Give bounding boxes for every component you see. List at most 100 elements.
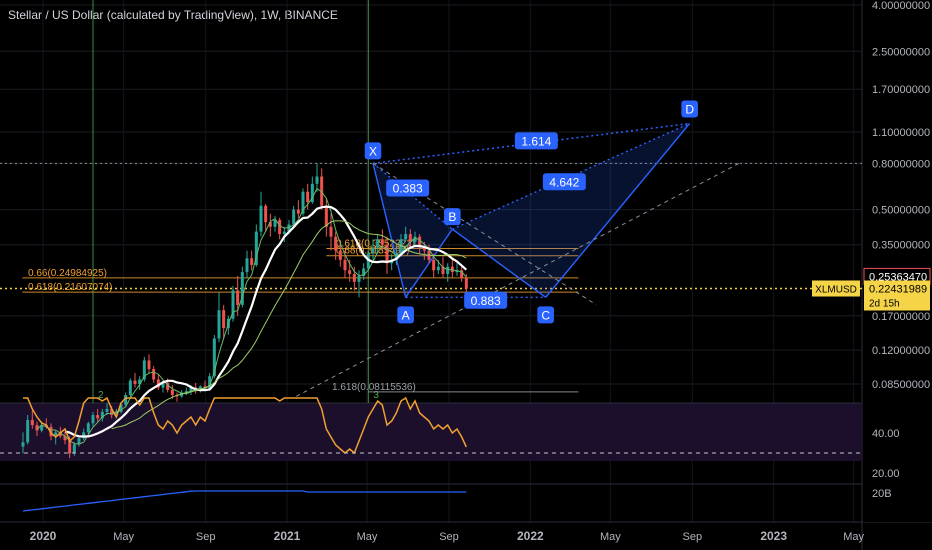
candle-body [156, 379, 160, 388]
candle-body [240, 272, 244, 305]
candle-body [30, 419, 34, 426]
rsi-pane [0, 396, 862, 455]
candle-body [63, 436, 67, 441]
candle-body [264, 205, 268, 223]
candle-body [128, 380, 132, 396]
volume-line [22, 490, 467, 512]
bcd-fill [452, 123, 690, 298]
rsi-tick-label: 40.00 [872, 428, 900, 440]
candle-body [77, 438, 81, 445]
candle-body [418, 236, 422, 248]
time-tick-label: May [113, 531, 134, 543]
time-tick-label: 2021 [274, 529, 301, 543]
candle-body [268, 222, 272, 227]
candle-body [399, 239, 403, 254]
candle-body [119, 404, 123, 412]
price-tag-label: 0.25363470 [869, 271, 927, 283]
candle-body [254, 231, 258, 265]
volume-pane [22, 490, 467, 512]
ratio-label-bg [464, 291, 508, 309]
candle-body [152, 368, 156, 380]
fib-label: 0.618(0.3552221) [336, 238, 415, 249]
candle-body [72, 444, 76, 454]
candle-body [460, 270, 464, 278]
candle-body [124, 395, 128, 405]
candle-body [35, 425, 39, 431]
projection-line [296, 162, 740, 397]
time-axis[interactable]: 2020 May Sep 2021 May Sep 2022 May Sep 2023 May [30, 529, 865, 543]
point-label: C [541, 308, 550, 322]
candle-body [292, 209, 296, 225]
last-price-label: 0.22431989 [869, 284, 927, 296]
candle-body [161, 382, 165, 388]
time-tick-label: May [357, 531, 378, 543]
chart-title: Stellar / US Dollar (calculated by Tradi… [8, 8, 338, 22]
candle-body [310, 183, 314, 203]
candle-body [287, 224, 291, 232]
candle-body [82, 432, 86, 439]
ratio-label: 0.383 [393, 181, 423, 195]
point-label-bg [444, 208, 461, 226]
ma-short [36, 187, 467, 445]
fib-levels: 0.66(0.24984925) 0.618(0.21607074) 0.618(0… [0, 162, 862, 393]
point-label-bg [397, 306, 414, 324]
price-tick-label: 4.00000000 [872, 0, 930, 12]
candle-body [376, 239, 380, 248]
candle-body [217, 310, 221, 339]
ma-long [111, 220, 467, 430]
harmonic-pattern [296, 122, 740, 397]
candle-body [58, 432, 62, 437]
symbol-tag-bg [812, 280, 860, 297]
point-label-bg [537, 306, 554, 324]
candle-body [96, 415, 100, 419]
candle-body [357, 275, 361, 282]
candle-body [432, 259, 436, 271]
point-label: X [369, 144, 377, 158]
candle-body [166, 382, 170, 390]
price-axis-bg [863, 0, 932, 522]
candle-body [404, 234, 408, 240]
candle-body [348, 270, 352, 274]
price-tick-label: 0.35000000 [872, 240, 930, 252]
point-label-bg [681, 100, 698, 118]
leg-ab [405, 228, 453, 298]
indicator-panes [0, 402, 862, 485]
candle-body [26, 419, 30, 443]
ratio-label-bg [542, 173, 586, 191]
candle-body [114, 411, 118, 416]
time-tick-label: 2020 [30, 529, 57, 543]
price-tick-label: 0.80000000 [872, 158, 930, 170]
ratio-label: 1.614 [521, 134, 551, 148]
candle-body [450, 266, 454, 273]
candle-body [282, 231, 286, 235]
time-tick-label: May [600, 531, 621, 543]
moving-averages [36, 187, 468, 445]
vertical-marker-label: 2 [98, 390, 104, 401]
price-tick-label: 2.50000000 [872, 46, 930, 58]
candle-body [21, 442, 25, 447]
candle-body [189, 387, 193, 392]
price-tick-label: 0.12000000 [872, 345, 930, 357]
price-axis[interactable]: 4.00000000 2.50000000 1.70000000 1.10000000… [812, 0, 932, 522]
candle-body [436, 266, 440, 271]
price-tick-label: 1.70000000 [872, 84, 930, 96]
xab-fill [373, 163, 453, 298]
candle-body [334, 236, 338, 251]
candle-body [422, 247, 426, 251]
vertical-marker-label: 3 [373, 390, 379, 401]
price-tick-label: 0.08500000 [872, 379, 930, 391]
point-label: A [402, 308, 410, 322]
candle-body [315, 176, 319, 184]
price-tick-label: 0.17000000 [872, 311, 930, 323]
point-label-bg [364, 142, 382, 160]
candle-body [371, 247, 375, 254]
time-tick-label: 2022 [517, 529, 544, 543]
time-tick-label: 2023 [760, 529, 787, 543]
candle-body [231, 290, 235, 319]
candle-body [259, 205, 263, 232]
fib-label: 0.618(0.21607074) [28, 282, 113, 293]
candle-body [385, 244, 389, 264]
candle-body [338, 250, 342, 260]
candle-body [394, 253, 398, 260]
